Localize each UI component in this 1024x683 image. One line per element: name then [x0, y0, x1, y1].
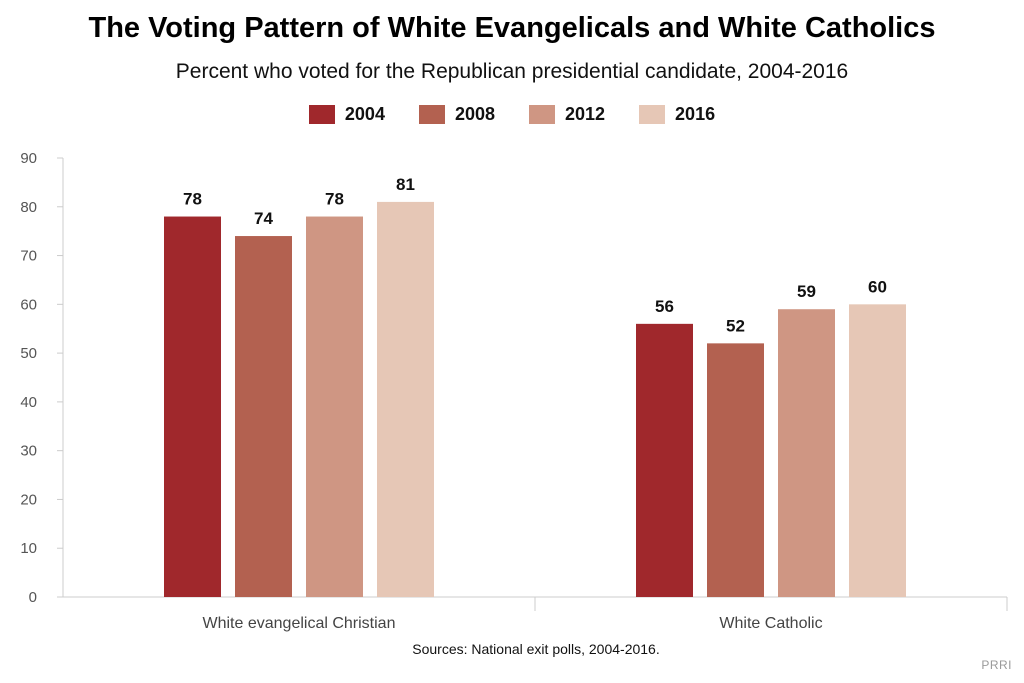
chart-legend: 2004 2008 2012 2016 — [0, 104, 1024, 125]
legend-item-2004: 2004 — [308, 104, 385, 125]
bar-2016-evangelical — [377, 201, 434, 597]
chart-subtitle: Percent who voted for the Republican pre… — [175, 60, 849, 83]
bar-2008-evangelical — [235, 236, 292, 598]
data-label-2012-evangelical: 78 — [325, 190, 344, 209]
y-tick-label-40: 40 — [20, 394, 37, 411]
chart-title: The Voting Pattern of White Evangelicals… — [88, 12, 936, 44]
y-tick-label-80: 80 — [20, 199, 37, 216]
bar-2008-catholic — [707, 343, 764, 597]
source-note: Sources: National exit polls, 2004-2016. — [412, 641, 660, 657]
legend-label-2012: 2012 — [565, 104, 606, 124]
legend-swatch-2008 — [418, 105, 445, 124]
legend-swatch-2016 — [639, 105, 666, 124]
data-label-2016-catholic: 60 — [868, 277, 887, 296]
bar-2004-catholic — [636, 323, 693, 597]
legend-swatch-2004 — [308, 105, 335, 124]
legend-label-2016: 2016 — [675, 104, 716, 124]
legend-item-2016: 2016 — [639, 104, 715, 125]
y-tick-label-10: 10 — [20, 540, 37, 557]
data-label-2008-evangelical: 74 — [254, 209, 273, 228]
x-category-label-1: White Catholic — [719, 615, 822, 632]
y-tick-label-70: 70 — [20, 248, 37, 265]
data-label-2016-evangelical: 81 — [396, 175, 415, 194]
legend-item-2008: 2008 — [418, 104, 495, 125]
data-label-2004-evangelical: 78 — [183, 190, 202, 209]
y-tick-label-90: 90 — [20, 150, 37, 167]
y-tick-label-30: 30 — [20, 443, 37, 460]
y-tick-label-0: 0 — [29, 589, 37, 606]
legend-swatch-2012 — [529, 105, 555, 124]
legend-label-2008: 2008 — [454, 104, 495, 124]
bar-2016-catholic — [849, 304, 906, 597]
legend-item-2012: 2012 — [529, 104, 605, 125]
x-category-label-0: White evangelical Christian — [203, 615, 396, 632]
brand-mark: PRRI — [981, 658, 1012, 672]
data-label-2012-catholic: 59 — [797, 282, 816, 301]
data-label-2008-catholic: 52 — [726, 316, 745, 335]
y-tick-label-50: 50 — [20, 345, 37, 362]
bar-2012-catholic — [778, 309, 835, 597]
bar-2012-evangelical — [306, 216, 363, 598]
y-tick-label-60: 60 — [20, 296, 37, 313]
data-label-2004-catholic: 56 — [655, 297, 674, 316]
y-tick-label-20: 20 — [20, 491, 37, 508]
bar-2004-evangelical — [164, 216, 221, 598]
legend-label-2004: 2004 — [344, 104, 385, 124]
